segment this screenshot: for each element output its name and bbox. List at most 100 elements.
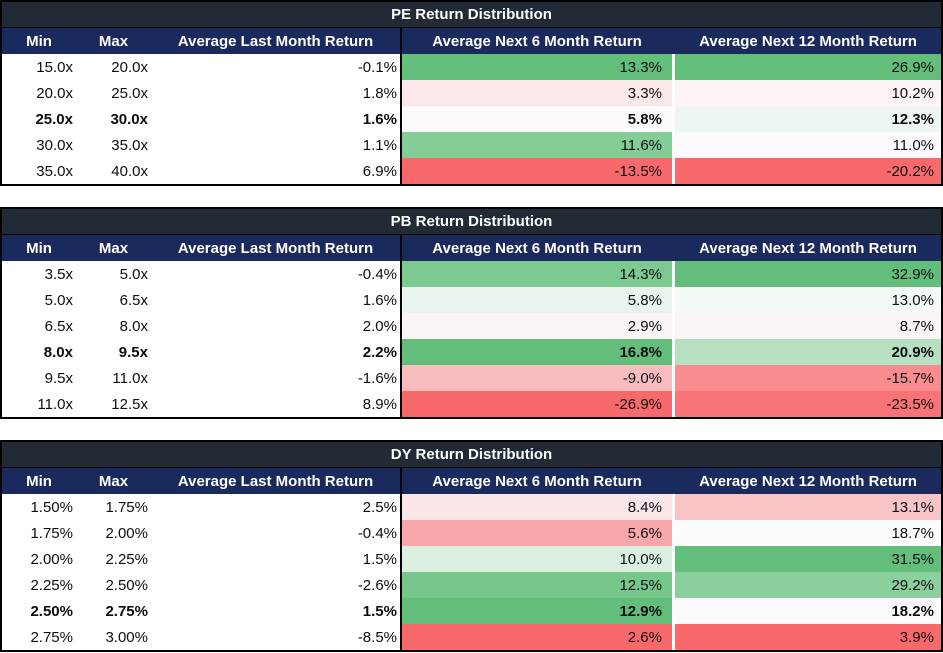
cell-last-month: -0.1% [151,54,400,80]
column-header-min: Min [2,468,76,494]
cell-next6: 11.6% [400,132,672,158]
cell-min: 15.0x [2,54,76,80]
table-row: 2.50% 2.75% 1.5% 12.9% 18.2% [2,598,941,624]
cell-next12: -15.7% [672,365,941,391]
cell-next6: -13.5% [400,158,672,184]
cell-next6: 13.3% [400,54,672,80]
cell-next6: 12.5% [400,572,672,598]
cell-min: 20.0x [2,80,76,106]
cell-last-month: -2.6% [151,572,400,598]
table-row: 9.5x 11.0x -1.6% -9.0% -15.7% [2,365,941,391]
column-header-next-12: Average Next 12 Month Return [672,235,941,261]
pb-return-distribution-table: PB Return Distribution Min Max Average L… [0,207,943,419]
cell-max: 40.0x [76,158,151,184]
cell-max: 9.5x [76,339,151,365]
cell-last-month: -0.4% [151,520,400,546]
column-header-min: Min [2,235,76,261]
cell-max: 8.0x [76,313,151,339]
cell-next6: 10.0% [400,546,672,572]
cell-last-month: -8.5% [151,624,400,650]
cell-next12: 20.9% [672,339,941,365]
table-row: 5.0x 6.5x 1.6% 5.8% 13.0% [2,287,941,313]
table-body: 1.50% 1.75% 2.5% 8.4% 13.1% 1.75% 2.00% -0.4% 5.… [2,494,941,650]
table-title: PE Return Distribution [2,2,941,28]
cell-max: 5.0x [76,261,151,287]
table-row: 8.0x 9.5x 2.2% 16.8% 20.9% [2,339,941,365]
cell-min: 5.0x [2,287,76,313]
cell-last-month: -0.4% [151,261,400,287]
cell-max: 12.5x [76,391,151,417]
cell-max: 11.0x [76,365,151,391]
cell-next12: 8.7% [672,313,941,339]
cell-min: 2.00% [2,546,76,572]
table-header-row: Min Max Average Last Month Return Averag… [2,28,941,54]
cell-next6: 5.8% [400,106,672,132]
cell-last-month: 2.0% [151,313,400,339]
column-header-max: Max [76,468,151,494]
cell-last-month: 1.5% [151,598,400,624]
cell-min: 2.50% [2,598,76,624]
cell-max: 30.0x [76,106,151,132]
cell-min: 25.0x [2,106,76,132]
cell-max: 2.50% [76,572,151,598]
cell-next6: 5.8% [400,287,672,313]
cell-min: 9.5x [2,365,76,391]
cell-max: 2.00% [76,520,151,546]
table-row: 2.00% 2.25% 1.5% 10.0% 31.5% [2,546,941,572]
cell-min: 8.0x [2,339,76,365]
column-header-max: Max [76,235,151,261]
table-body: 3.5x 5.0x -0.4% 14.3% 32.9% 5.0x 6.5x 1.6% 5.8% 1… [2,261,941,417]
table-title: PB Return Distribution [2,209,941,235]
cell-next12: 13.0% [672,287,941,313]
cell-next6: 2.9% [400,313,672,339]
cell-min: 11.0x [2,391,76,417]
cell-next12: 26.9% [672,54,941,80]
cell-next6: 3.3% [400,80,672,106]
table-row: 35.0x 40.0x 6.9% -13.5% -20.2% [2,158,941,184]
cell-min: 1.50% [2,494,76,520]
cell-max: 35.0x [76,132,151,158]
cell-next12: 31.5% [672,546,941,572]
cell-min: 2.25% [2,572,76,598]
column-header-last-month: Average Last Month Return [151,235,400,261]
cell-last-month: 1.5% [151,546,400,572]
cell-last-month: 2.2% [151,339,400,365]
cell-max: 1.75% [76,494,151,520]
cell-next12: 18.2% [672,598,941,624]
cell-next12: 13.1% [672,494,941,520]
cell-next12: 3.9% [672,624,941,650]
cell-next6: 8.4% [400,494,672,520]
cell-last-month: 1.6% [151,106,400,132]
table-row: 3.5x 5.0x -0.4% 14.3% 32.9% [2,261,941,287]
table-row: 2.25% 2.50% -2.6% 12.5% 29.2% [2,572,941,598]
dy-return-distribution-table: DY Return Distribution Min Max Average L… [0,440,943,652]
column-header-next-12: Average Next 12 Month Return [672,28,941,54]
column-header-next-6: Average Next 6 Month Return [400,28,672,54]
cell-last-month: 1.1% [151,132,400,158]
cell-next12: 12.3% [672,106,941,132]
cell-last-month: 1.6% [151,287,400,313]
table-row: 20.0x 25.0x 1.8% 3.3% 10.2% [2,80,941,106]
table-row: 2.75% 3.00% -8.5% 2.6% 3.9% [2,624,941,650]
cell-next12: 11.0% [672,132,941,158]
table-row: 6.5x 8.0x 2.0% 2.9% 8.7% [2,313,941,339]
cell-max: 20.0x [76,54,151,80]
cell-next12: 18.7% [672,520,941,546]
cell-max: 2.25% [76,546,151,572]
cell-next12: 32.9% [672,261,941,287]
cell-next6: 16.8% [400,339,672,365]
column-header-last-month: Average Last Month Return [151,468,400,494]
pe-return-distribution-table: PE Return Distribution Min Max Average L… [0,0,943,186]
cell-last-month: 6.9% [151,158,400,184]
cell-last-month: 2.5% [151,494,400,520]
cell-next12: 10.2% [672,80,941,106]
cell-min: 3.5x [2,261,76,287]
table-row: 30.0x 35.0x 1.1% 11.6% 11.0% [2,132,941,158]
cell-next6: -9.0% [400,365,672,391]
cell-min: 30.0x [2,132,76,158]
column-header-max: Max [76,28,151,54]
table-row: 1.75% 2.00% -0.4% 5.6% 18.7% [2,520,941,546]
table-title: DY Return Distribution [2,442,941,468]
cell-min: 35.0x [2,158,76,184]
column-header-next-6: Average Next 6 Month Return [400,235,672,261]
